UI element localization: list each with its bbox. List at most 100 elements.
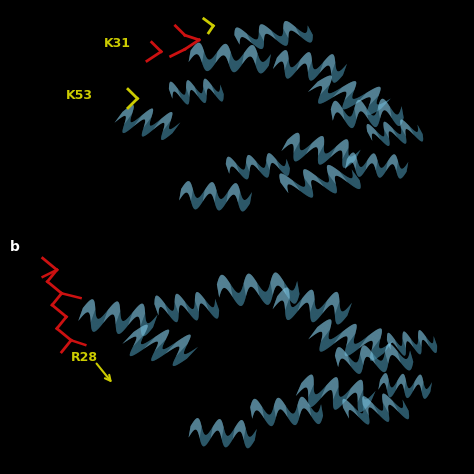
Polygon shape: [417, 132, 422, 142]
Polygon shape: [384, 122, 389, 131]
Polygon shape: [384, 356, 387, 368]
Polygon shape: [266, 27, 272, 36]
Polygon shape: [366, 160, 368, 170]
Polygon shape: [186, 304, 191, 315]
Polygon shape: [279, 176, 287, 187]
Polygon shape: [226, 278, 228, 291]
Polygon shape: [418, 374, 420, 384]
Polygon shape: [286, 163, 290, 173]
Polygon shape: [387, 335, 391, 345]
Polygon shape: [401, 374, 403, 384]
Polygon shape: [285, 64, 290, 76]
Polygon shape: [355, 157, 356, 168]
Polygon shape: [384, 393, 390, 405]
Polygon shape: [362, 90, 372, 100]
Polygon shape: [358, 396, 364, 410]
Polygon shape: [405, 122, 410, 132]
Polygon shape: [280, 181, 288, 191]
Polygon shape: [358, 396, 364, 409]
Polygon shape: [371, 342, 380, 355]
Polygon shape: [227, 157, 231, 167]
Polygon shape: [303, 53, 307, 64]
Polygon shape: [91, 316, 96, 329]
Polygon shape: [295, 182, 303, 193]
Polygon shape: [158, 331, 169, 343]
Polygon shape: [348, 401, 355, 413]
Polygon shape: [128, 312, 133, 325]
Polygon shape: [349, 178, 357, 189]
Polygon shape: [246, 437, 249, 448]
Polygon shape: [383, 125, 389, 134]
Polygon shape: [100, 313, 105, 327]
Polygon shape: [285, 284, 288, 297]
Polygon shape: [295, 27, 300, 36]
Polygon shape: [259, 27, 264, 37]
Polygon shape: [363, 409, 369, 420]
Polygon shape: [155, 299, 159, 310]
Polygon shape: [337, 310, 341, 324]
Polygon shape: [371, 104, 381, 115]
Polygon shape: [246, 47, 249, 59]
Polygon shape: [229, 157, 233, 166]
Polygon shape: [198, 419, 200, 431]
Polygon shape: [408, 357, 411, 369]
Polygon shape: [376, 113, 378, 125]
Polygon shape: [88, 299, 92, 312]
Polygon shape: [404, 165, 406, 175]
Polygon shape: [152, 349, 164, 361]
Polygon shape: [264, 168, 267, 178]
Polygon shape: [346, 333, 356, 346]
Polygon shape: [337, 396, 342, 410]
Polygon shape: [335, 355, 338, 366]
Polygon shape: [345, 340, 354, 352]
Polygon shape: [337, 348, 341, 359]
Polygon shape: [195, 300, 199, 311]
Polygon shape: [255, 54, 258, 66]
Polygon shape: [329, 165, 337, 176]
Polygon shape: [157, 116, 165, 127]
Polygon shape: [391, 155, 392, 165]
Polygon shape: [337, 140, 344, 152]
Polygon shape: [381, 361, 384, 372]
Polygon shape: [383, 122, 389, 132]
Polygon shape: [353, 153, 355, 163]
Polygon shape: [283, 35, 288, 44]
Polygon shape: [238, 58, 241, 69]
Polygon shape: [391, 334, 394, 344]
Polygon shape: [224, 44, 226, 55]
Polygon shape: [173, 350, 185, 362]
Polygon shape: [318, 142, 324, 154]
Polygon shape: [377, 132, 383, 141]
Polygon shape: [332, 68, 336, 79]
Polygon shape: [118, 320, 122, 334]
Polygon shape: [268, 414, 271, 426]
Polygon shape: [196, 292, 201, 304]
Polygon shape: [343, 407, 349, 419]
Polygon shape: [124, 122, 132, 133]
Polygon shape: [324, 56, 328, 68]
Polygon shape: [189, 425, 191, 436]
Polygon shape: [407, 334, 411, 344]
Polygon shape: [279, 176, 287, 187]
Polygon shape: [185, 181, 188, 193]
Polygon shape: [118, 109, 127, 119]
Polygon shape: [307, 30, 312, 39]
Polygon shape: [373, 331, 382, 343]
Polygon shape: [296, 284, 299, 298]
Polygon shape: [283, 51, 287, 63]
Polygon shape: [265, 412, 268, 423]
Polygon shape: [212, 86, 216, 96]
Polygon shape: [396, 114, 398, 126]
Polygon shape: [333, 382, 338, 394]
Polygon shape: [85, 301, 90, 314]
Polygon shape: [372, 115, 374, 127]
Polygon shape: [348, 343, 357, 356]
Polygon shape: [373, 330, 382, 343]
Polygon shape: [246, 165, 249, 175]
Polygon shape: [311, 172, 319, 183]
Polygon shape: [303, 174, 311, 185]
Polygon shape: [155, 297, 159, 309]
Polygon shape: [166, 341, 178, 354]
Polygon shape: [400, 169, 401, 178]
Polygon shape: [275, 158, 278, 168]
